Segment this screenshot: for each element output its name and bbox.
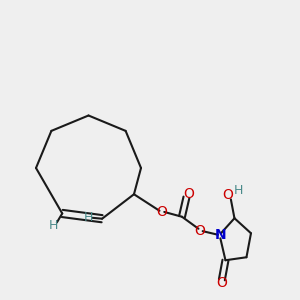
- Text: H: H: [84, 211, 93, 224]
- Text: H: H: [234, 184, 243, 197]
- Text: O: O: [194, 224, 206, 238]
- Text: H: H: [49, 219, 58, 232]
- Text: O: O: [216, 276, 227, 290]
- Text: N: N: [214, 228, 226, 242]
- Text: O: O: [222, 188, 233, 203]
- Text: O: O: [183, 187, 194, 201]
- Text: O: O: [156, 205, 167, 219]
